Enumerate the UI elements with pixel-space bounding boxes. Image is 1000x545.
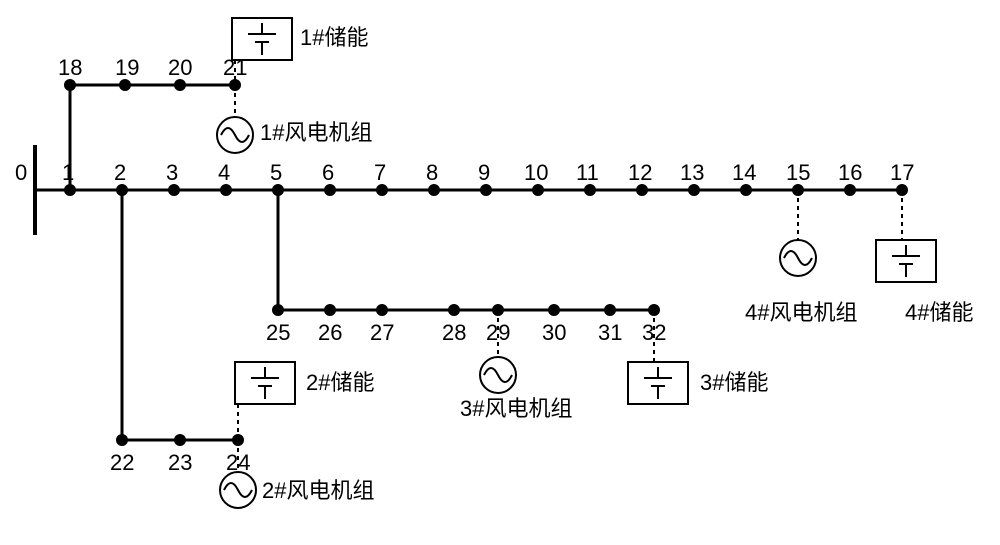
bus-label-7: 7 [374,160,386,185]
bus-node-20 [174,79,186,91]
bus-label-8: 8 [426,160,438,185]
bus-node-18 [64,79,76,91]
bus-label-4: 4 [218,160,230,185]
bus-node-19 [119,79,131,91]
storage-4 [876,240,936,282]
bus-label-19: 19 [115,55,139,80]
wind-1 [217,117,253,153]
bus-node-5 [272,184,284,196]
storage-label-2: 2#储能 [306,370,374,395]
bus-label-20: 20 [168,55,192,80]
bus-label-10: 10 [524,160,548,185]
bus-label-18: 18 [58,55,82,80]
bus-label-28: 28 [442,320,466,345]
bus-label-12: 12 [628,160,652,185]
bus-label-16: 16 [838,160,862,185]
bus-label-27: 27 [370,320,394,345]
bus-node-13 [688,184,700,196]
bus-label-9: 9 [478,160,490,185]
storage-label-3: 3#储能 [700,370,768,395]
bus-node-9 [480,184,492,196]
bus-node-16 [844,184,856,196]
wind-4 [780,240,816,276]
bus-node-22 [116,434,128,446]
bus-node-25 [272,304,284,316]
bus-node-12 [636,184,648,196]
bus-label-31: 31 [598,320,622,345]
bus-label-32: 32 [642,320,666,345]
bus-node-1 [64,184,76,196]
bus-label-6: 6 [322,160,334,185]
wind-2 [220,472,256,508]
bus-node-8 [428,184,440,196]
wind-label-3: 3#风电机组 [460,396,572,421]
bus-label-2: 2 [114,160,126,185]
bus-label-15: 15 [786,160,810,185]
bus-node-7 [376,184,388,196]
bus-node-10 [532,184,544,196]
bus-node-11 [584,184,596,196]
bus-node-27 [376,304,388,316]
bus-label-1: 1 [62,160,74,185]
bus-label-29: 29 [486,320,510,345]
bus-label-14: 14 [732,160,756,185]
bus-node-31 [604,304,616,316]
wind-label-4: 4#风电机组 [745,300,857,325]
bus-label-11: 11 [576,160,599,185]
wind-label-1: 1#风电机组 [260,120,372,145]
bus-label-5: 5 [270,160,282,185]
storage-3 [628,362,688,404]
bus-label-3: 3 [166,160,178,185]
bus-node-6 [324,184,336,196]
bus-node-14 [740,184,752,196]
bus-label-0: 0 [15,160,27,185]
bus-label-22: 22 [110,450,134,475]
bus-node-4 [220,184,232,196]
bus-label-17: 17 [890,160,914,185]
bus-label-23: 23 [168,450,192,475]
wind-label-2: 2#风电机组 [262,478,374,503]
storage-2 [235,362,295,404]
bus-label-26: 26 [318,320,342,345]
bus-node-2 [116,184,128,196]
bus-diagram: 0123456789101112131415161718192021222324… [0,0,1000,545]
bus-node-3 [168,184,180,196]
storage-1 [232,18,292,60]
storage-label-1: 1#储能 [300,25,368,50]
storage-label-4: 4#储能 [905,300,973,325]
bus-label-30: 30 [542,320,566,345]
bus-label-25: 25 [266,320,290,345]
bus-node-26 [324,304,336,316]
bus-node-28 [448,304,460,316]
bus-node-23 [174,434,186,446]
wind-3 [480,357,516,393]
bus-label-13: 13 [680,160,704,185]
bus-node-30 [548,304,560,316]
